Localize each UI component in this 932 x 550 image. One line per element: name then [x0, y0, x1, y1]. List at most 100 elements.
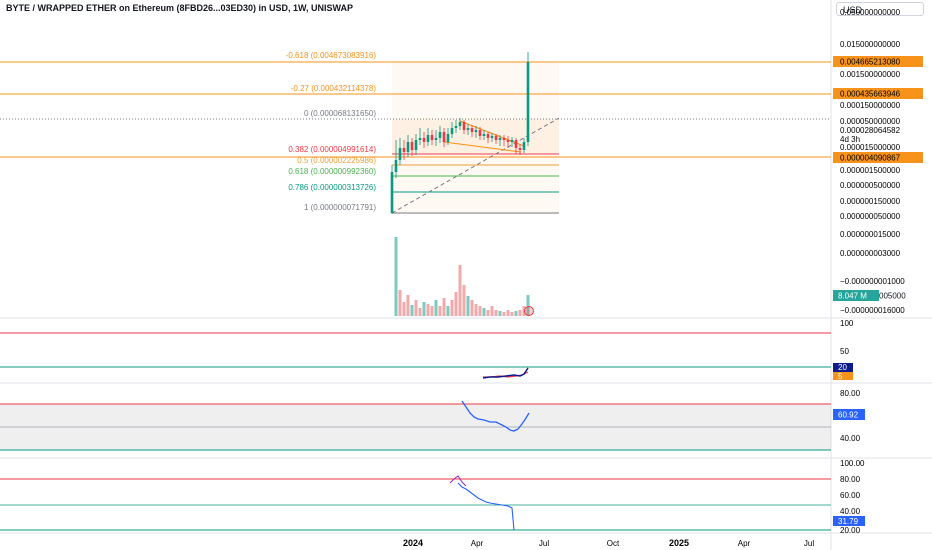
volume-series — [394, 237, 530, 316]
volume-bar — [450, 300, 454, 316]
rsi-value-tag — [833, 409, 865, 420]
osc3-axis-label: 40.00 — [840, 507, 861, 516]
price-axis-label: 0.000050000000 — [840, 117, 901, 126]
price-axis-label: 0.050000000000 — [840, 8, 901, 17]
rsi-value-label: 60.92 — [838, 411, 859, 420]
chart-title: BYTE / WRAPPED ETHER on Ethereum (8FBD26… — [6, 3, 354, 13]
volume-bar — [514, 311, 518, 316]
price-axis-label: 0.000000050000 — [840, 212, 901, 221]
fib-label: 0.382 (0.000004991614) — [288, 145, 376, 154]
osc1-value-label: 20 — [838, 363, 847, 372]
volume-bar — [506, 310, 510, 316]
candle — [462, 122, 466, 130]
candle — [474, 130, 478, 132]
price-axis-label: 0.000000150000 — [840, 197, 901, 206]
time-axis-label: 2025 — [669, 538, 689, 548]
volume-bar — [394, 237, 398, 316]
volume-bar — [458, 265, 462, 316]
candle — [506, 140, 510, 142]
osc3-axis-label: 100.00 — [840, 459, 865, 468]
candle — [402, 148, 406, 152]
osc1-value-tag — [833, 372, 853, 380]
time-axis-label: Oct — [607, 539, 620, 548]
candle — [438, 132, 442, 138]
volume-bar — [502, 312, 506, 316]
candle — [510, 140, 514, 142]
volume-bar — [434, 300, 438, 316]
currency-button[interactable]: USD — [836, 2, 924, 16]
volume-bar — [498, 311, 502, 316]
candle — [494, 136, 498, 140]
price-tag-label: 0.000435663946 — [840, 90, 901, 99]
price-axis-label: 0.001500000000 — [840, 70, 901, 79]
volume-bar — [466, 296, 470, 316]
price-axis-label: 0.000150000000 — [840, 101, 901, 110]
candle — [442, 132, 446, 142]
price-tag — [833, 152, 923, 163]
price-axis-label: 005000 — [879, 292, 906, 301]
rsi-line — [461, 400, 530, 432]
fib-label: 1 (0.000000071791) — [304, 203, 376, 212]
candle — [526, 62, 530, 142]
fib-label: 0.786 (0.000000313726) — [288, 183, 376, 192]
time-axis-label: 2024 — [403, 538, 423, 548]
candle — [394, 160, 398, 172]
time-axis-label: Apr — [738, 539, 751, 548]
volume-bar — [474, 304, 478, 316]
volume-tag-label: 8.047 M — [838, 292, 867, 301]
price-tag — [833, 56, 923, 67]
volume-bar — [478, 306, 482, 316]
fib-label: 0.5 (0.000002225986) — [297, 156, 376, 165]
time-axis-label: Apr — [471, 539, 484, 548]
price-axis-label: 0.000000003000 — [840, 249, 901, 258]
volume-bar — [442, 298, 446, 316]
price-axis[interactable]: 0.050000000000 0.015000000000 0.00150000… — [840, 8, 905, 315]
time-axis-label: Jul — [539, 539, 549, 548]
rsi-axis-label: 80.00 — [840, 389, 861, 398]
price-axis-label: −0.000000001000 — [840, 277, 905, 286]
osc1-main-line — [482, 367, 529, 379]
price-axis-label: 0.000028064582 — [840, 126, 901, 135]
countdown-label: 4d 3h — [840, 135, 860, 144]
channel-line-bottom[interactable] — [443, 141, 522, 153]
price-tag — [833, 88, 923, 99]
volume-bar — [490, 306, 494, 316]
candle — [418, 138, 422, 140]
osc3-axis-label: 80.00 — [840, 475, 861, 484]
volume-bar — [398, 290, 402, 316]
volume-bar — [470, 300, 474, 316]
time-axis[interactable]: 2024 Apr Jul Oct 2025 Apr Jul — [403, 538, 814, 548]
volume-bar — [454, 292, 458, 316]
candle — [450, 128, 454, 134]
candle — [446, 134, 450, 142]
candle — [414, 140, 418, 150]
volume-tag — [833, 290, 879, 301]
volume-bar — [438, 306, 442, 316]
candle — [422, 138, 426, 142]
candle — [466, 128, 470, 130]
candle — [430, 135, 434, 140]
osc1-value-label: 5 — [838, 372, 843, 381]
event-marker-icon[interactable] — [524, 306, 534, 316]
osc3-value-tag — [833, 516, 865, 526]
osc1-value-tag — [833, 363, 853, 372]
candlestick-series — [390, 52, 530, 214]
volume-bar — [526, 295, 530, 316]
osc3-signal-line — [449, 475, 467, 487]
volume-bar — [422, 302, 426, 316]
price-axis-label: 0.000000500000 — [840, 181, 901, 190]
price-axis-label: 0.000000015000 — [840, 230, 901, 239]
fib-label: -0.27 (0.000432114378) — [291, 84, 377, 93]
volume-bar — [494, 310, 498, 316]
osc3-axis-label: 20.00 — [840, 526, 861, 535]
price-axis-label: 0.000001500000 — [840, 166, 901, 175]
volume-bar — [426, 304, 430, 316]
osc3-value-label: 31.79 — [838, 517, 859, 526]
candle — [522, 142, 526, 150]
volume-bar — [430, 306, 434, 316]
candle — [486, 134, 490, 138]
candle — [470, 128, 474, 132]
volume-bar — [446, 306, 450, 316]
volume-bar — [486, 310, 490, 316]
